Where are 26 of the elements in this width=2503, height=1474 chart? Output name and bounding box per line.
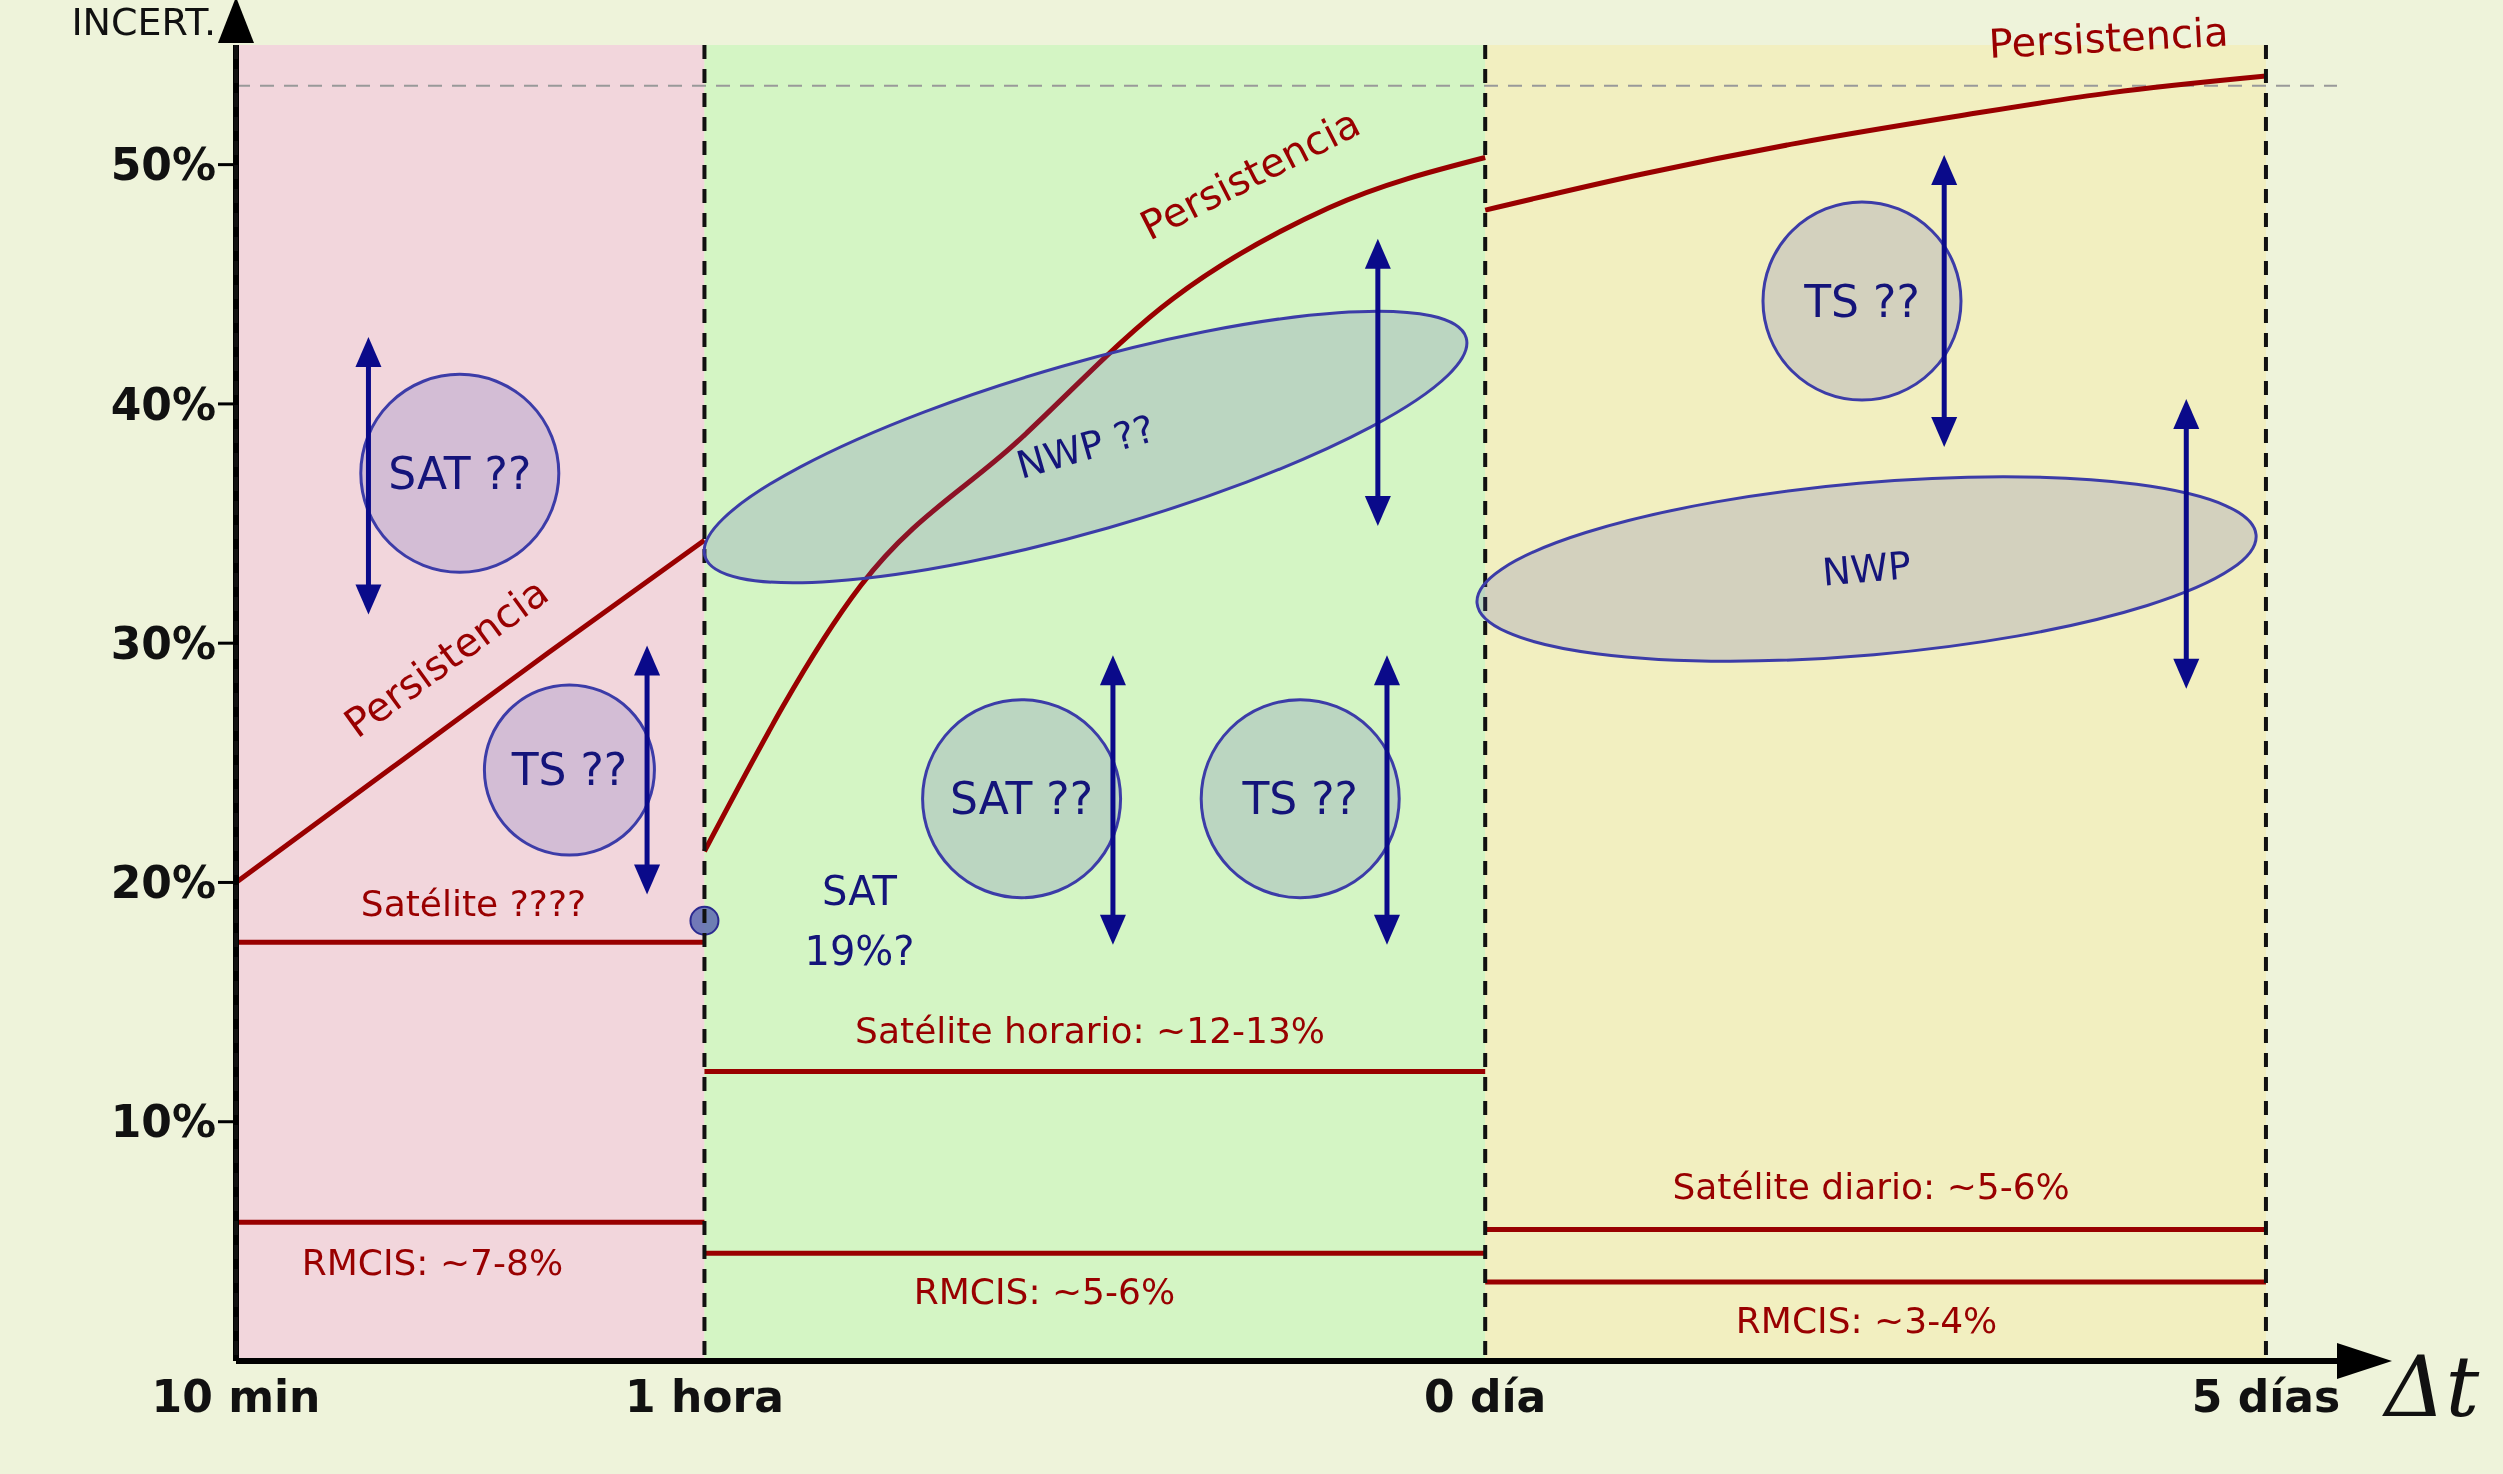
annotation: TS ?? xyxy=(1803,275,1920,327)
x-axis-title: Δt xyxy=(2381,1338,2480,1436)
x-tick-label: 1 hora xyxy=(625,1371,784,1423)
y-tick-label: 50% xyxy=(110,139,216,191)
y-tick-label: 10% xyxy=(110,1096,216,1148)
series-label: Satélite horario: ~12-13% xyxy=(855,1010,1326,1052)
annotation: TS ?? xyxy=(510,744,628,796)
series-label: RMCIS: ~3-4% xyxy=(1735,1299,1998,1341)
series-label: RMCIS: ~7-8% xyxy=(301,1242,564,1284)
y-axis-title: INCERT. xyxy=(71,0,216,44)
y-tick-label: 30% xyxy=(110,617,216,669)
annotation: NWP ?? xyxy=(1011,406,1160,488)
series-label: RMCIS: ~5-6% xyxy=(913,1271,1176,1313)
annotation: SAT ?? xyxy=(388,447,532,499)
annotation: TS ?? xyxy=(1241,773,1358,825)
series-label: Persistencia xyxy=(1987,8,2230,68)
annotation: SAT ?? xyxy=(950,773,1094,825)
x-tick-label: 5 días xyxy=(2191,1371,2341,1423)
y-tick-label: 20% xyxy=(110,857,216,909)
annotation: NWP xyxy=(1820,543,1913,595)
x-tick-label: 0 día xyxy=(1424,1371,1547,1423)
x-tick-label: 10 min xyxy=(151,1371,321,1423)
text: SAT 19%? xyxy=(804,867,915,974)
y-tick-label: 40% xyxy=(110,378,216,430)
series-label: Satélite diario: ~5-6% xyxy=(1672,1165,2070,1207)
series-label: Satélite ???? xyxy=(360,883,587,925)
